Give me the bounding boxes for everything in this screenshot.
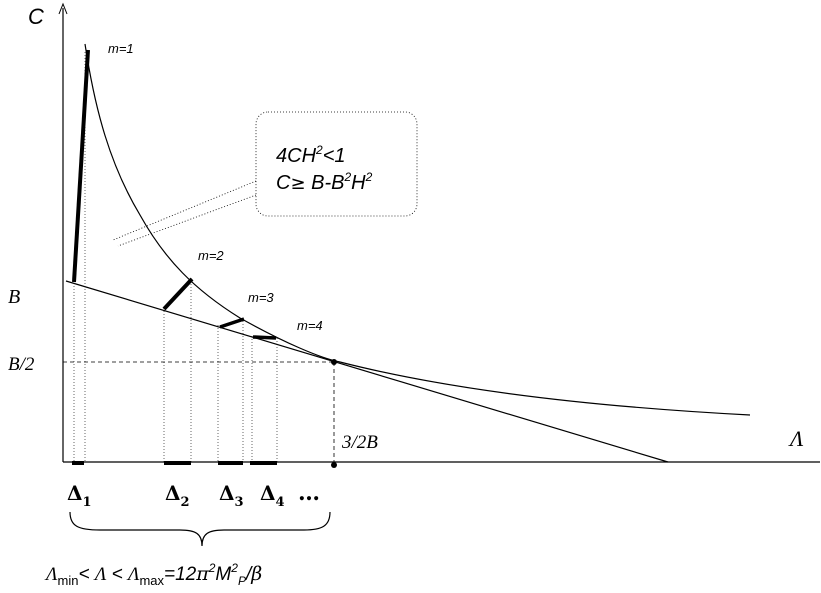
y-axis-arrowhead (58, 2, 68, 15)
label-b: B (8, 286, 20, 308)
label-m1: m=1 (108, 41, 134, 56)
segment-m4 (252, 335, 277, 340)
delta-ellipsis: … (298, 480, 320, 506)
delta-3: Δ3 (219, 481, 244, 510)
tangent-point (331, 359, 337, 365)
segment-m3 (219, 317, 245, 329)
segment-m2 (162, 277, 194, 311)
x-axis-label: Λ (788, 426, 804, 451)
label-b-half: B/2 (8, 354, 35, 375)
y-axis-label: C (28, 4, 44, 29)
constraint-curve (84, 43, 751, 416)
label-three-half-b: 3/2B (341, 432, 378, 453)
constraint-callout-box (255, 111, 418, 217)
callout-pointer-lower (117, 194, 257, 247)
projection-lines (73, 52, 278, 462)
delta-2: Δ2 (165, 481, 190, 510)
x-intercept-point (331, 462, 337, 468)
delta-4: Δ4 (260, 481, 285, 510)
segment-m1 (72, 49, 90, 283)
lower-bound-line (65, 280, 669, 463)
range-brace (69, 511, 331, 547)
label-m4: m=4 (297, 318, 323, 333)
delta-1: Δ1 (67, 481, 92, 510)
lambda-range-formula: Λmin< Λ < Λmax=12π2M2P/β (44, 561, 262, 588)
callout-pointer-upper (112, 180, 257, 241)
label-m2: m=2 (198, 248, 224, 263)
label-m3: m=3 (248, 290, 274, 305)
constraint-line-2: C≥ B-B2H2 (276, 170, 373, 194)
constraint-line-1: 4CH2<1 (276, 143, 346, 167)
